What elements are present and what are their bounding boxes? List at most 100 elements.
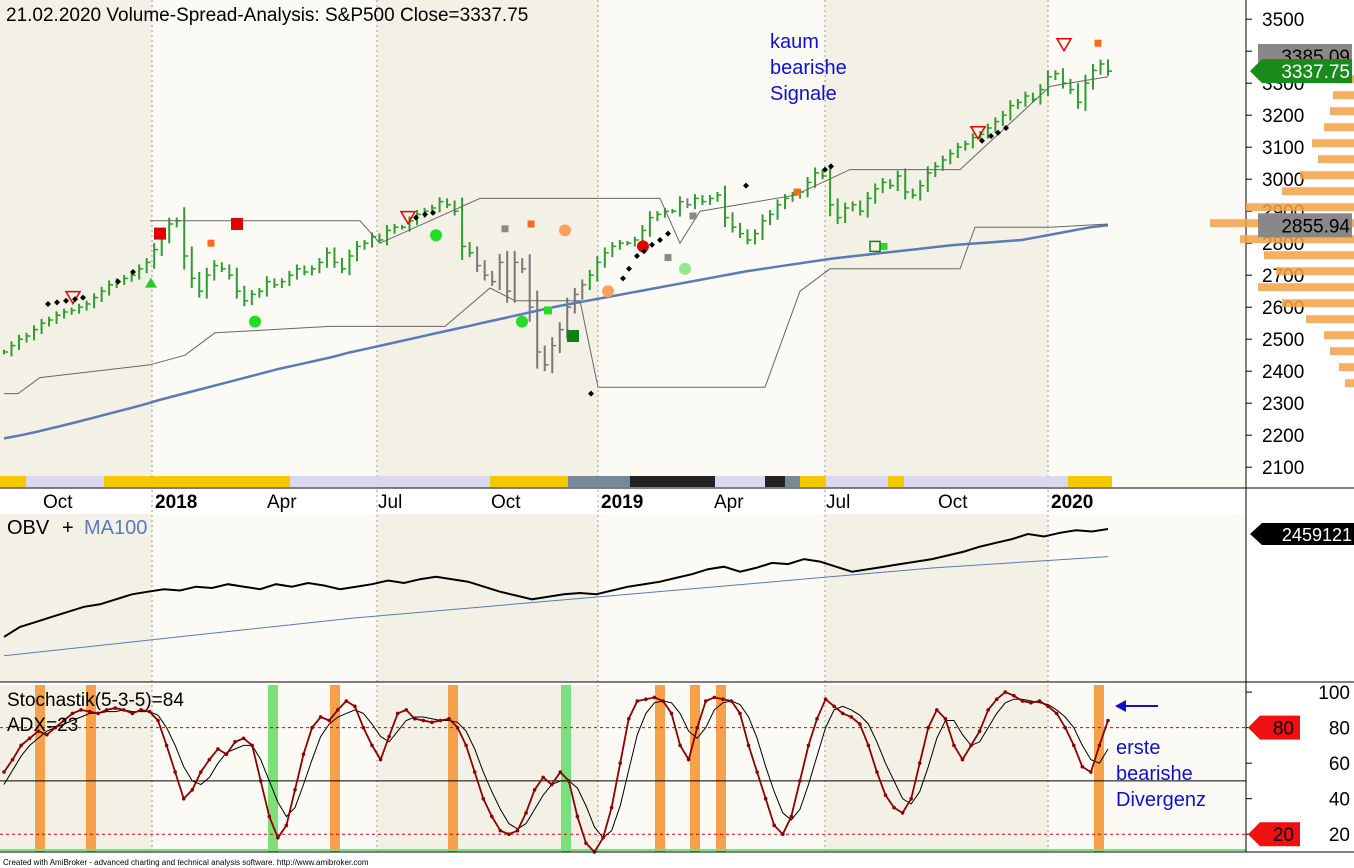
regime-strip (568, 476, 630, 487)
stoch-point (421, 718, 426, 723)
stoch-point (1012, 693, 1016, 698)
stoch-point (370, 743, 374, 748)
stoch-point (1063, 725, 1068, 730)
annotation-top-line3: Signale (770, 83, 837, 105)
signal-diamond (54, 299, 60, 306)
volume-profile-bar (1282, 187, 1354, 196)
regime-strip (490, 476, 568, 487)
stoch-point (669, 711, 674, 716)
stoch-point (318, 715, 323, 719)
y-tick-label: 3000 (1262, 170, 1304, 191)
stoch-highlight-bar (268, 685, 278, 852)
stoch-point (866, 743, 871, 748)
signal-diamond (115, 278, 121, 285)
stoch-point (361, 725, 366, 730)
stoch-point (104, 708, 109, 712)
volume-profile-bar (1240, 235, 1354, 244)
stoch-point (344, 699, 349, 703)
stoch-point (840, 711, 845, 716)
band (377, 514, 598, 682)
band (152, 0, 377, 488)
stoch-point (721, 697, 725, 702)
obv-value-bg (1250, 523, 1354, 545)
signal-diamond (130, 269, 136, 275)
signal-diamond (665, 230, 671, 237)
ma-line (3, 224, 1109, 440)
stoch-point (378, 757, 383, 762)
stoch-point (1003, 690, 1008, 694)
annotation-top-line1: kaum (770, 31, 819, 53)
support-resistance-line (4, 223, 1109, 395)
stoch-y-tick-label: 20 (1329, 825, 1350, 846)
stoch-point (524, 811, 528, 815)
regime-strip (290, 476, 490, 487)
obv-line (3, 528, 1109, 638)
y-tick-label: 2500 (1262, 330, 1304, 351)
bearish-triangle (64, 290, 82, 306)
stoch-point (156, 718, 160, 723)
y-tick-label: 3100 (1262, 138, 1304, 159)
x-tick-label: 2019 (601, 492, 643, 513)
signal-diamond (620, 275, 626, 282)
signal-diamond (641, 248, 647, 255)
stoch-highlight-bar (655, 685, 665, 852)
band (825, 685, 1048, 852)
x-tick-label: 2020 (1051, 492, 1093, 513)
stoch-point (87, 709, 92, 714)
stoch-point (686, 757, 691, 762)
stoch-point (541, 775, 545, 780)
stoch-point (875, 770, 879, 774)
stoch-highlight-bar (561, 685, 571, 852)
volume-profile-bar (1312, 139, 1354, 148)
ma-label-bg (1258, 213, 1352, 238)
stoch-point (447, 716, 451, 721)
y-tick-label: 2400 (1262, 362, 1304, 383)
volume-profile-bar (1246, 203, 1354, 212)
regime-strip (888, 476, 904, 487)
signal-diamond (822, 166, 828, 173)
stoch-point (173, 770, 177, 774)
stoch-point (935, 708, 939, 712)
regime-strip (630, 476, 715, 487)
signal-marker (249, 315, 261, 328)
volume-profile-bar (1264, 251, 1354, 260)
signal-diamond (80, 294, 86, 301)
stoch-point (164, 743, 169, 748)
volume-profile-bar (1330, 107, 1354, 116)
signal-marker (231, 218, 243, 230)
obv-ma-line (3, 556, 1109, 657)
signal-diamond (634, 253, 640, 259)
stoch-highlight-bar (330, 685, 340, 852)
signal-marker (501, 225, 509, 233)
stoch-point (507, 832, 511, 837)
signal-marker (207, 239, 215, 247)
band (377, 0, 598, 488)
stoch-point (1097, 743, 1102, 748)
stoch-point (952, 743, 956, 748)
time-bands (0, 0, 1246, 852)
stoch-point (258, 779, 263, 783)
stoch-highlight-bar (1094, 685, 1104, 852)
volume-profile-bar (1300, 171, 1354, 180)
stoch-point (10, 757, 15, 762)
x-tick-label: Apr (714, 492, 744, 513)
stoch-point (977, 729, 982, 733)
footer-credit: Created with AmiBroker - advanced charti… (3, 858, 369, 867)
stoch-point (618, 761, 622, 765)
stoch-point (532, 788, 537, 792)
annotation-bottom-line1: erste (1116, 737, 1160, 759)
band (825, 0, 1048, 488)
stoch-point (284, 823, 289, 828)
stoch-point (515, 828, 520, 833)
obv-panel (3, 528, 1109, 657)
signal-marker (527, 220, 535, 228)
price-panel (0, 38, 1112, 487)
stoch-point (387, 734, 391, 739)
stoch-point (293, 788, 297, 792)
ma-label: 2855.94 (1281, 216, 1350, 237)
stoch-point (353, 704, 357, 709)
stoch-signal-line (3, 698, 1109, 839)
stoch-point (755, 770, 759, 774)
